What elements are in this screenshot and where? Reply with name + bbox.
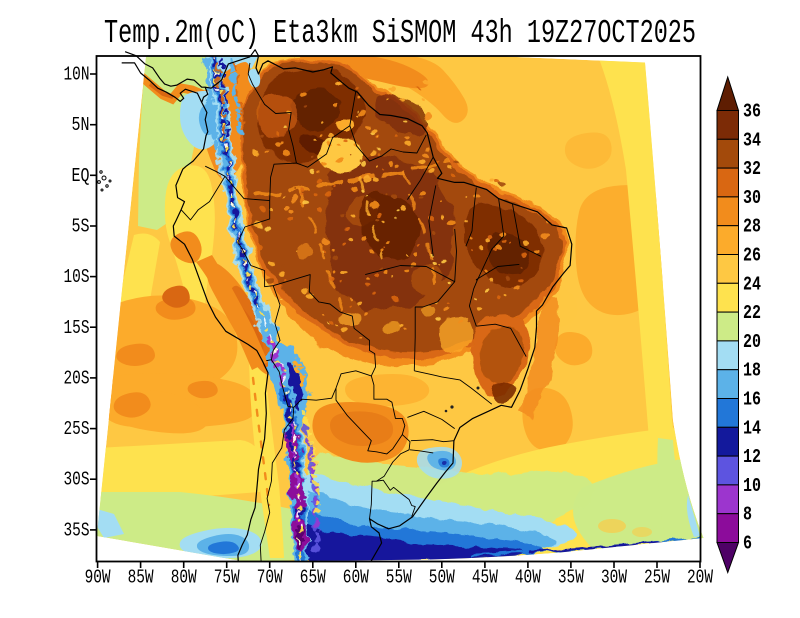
svg-text:90W: 90W [85,567,111,589]
svg-text:5N: 5N [72,114,90,136]
svg-text:35S: 35S [64,519,90,541]
svg-text:26: 26 [743,245,761,267]
svg-text:40W: 40W [515,567,541,589]
svg-text:10N: 10N [64,64,90,86]
svg-text:25W: 25W [644,567,670,589]
svg-text:6: 6 [743,533,752,555]
svg-text:12: 12 [743,446,761,468]
svg-text:EQ: EQ [72,165,90,187]
svg-text:24: 24 [743,273,761,295]
svg-text:25S: 25S [64,418,90,440]
svg-text:36: 36 [743,101,761,123]
svg-text:Temp.2m(oC) Eta3km SiSMOM 43h: Temp.2m(oC) Eta3km SiSMOM 43h 19Z27OCT20… [104,15,696,52]
svg-text:34: 34 [743,129,761,151]
svg-text:15S: 15S [64,317,90,339]
svg-text:30: 30 [743,187,761,209]
svg-text:65W: 65W [300,567,326,589]
svg-text:85W: 85W [128,567,154,589]
svg-text:14: 14 [743,417,761,439]
svg-text:5S: 5S [72,216,90,238]
svg-text:32: 32 [743,158,761,180]
svg-text:20W: 20W [687,567,713,589]
svg-text:20: 20 [743,331,761,353]
svg-text:10S: 10S [64,266,90,288]
svg-text:70W: 70W [257,567,283,589]
svg-text:50W: 50W [429,567,455,589]
svg-text:35W: 35W [558,567,584,589]
svg-text:60W: 60W [343,567,369,589]
svg-text:20S: 20S [64,367,90,389]
svg-text:30W: 30W [601,567,627,589]
svg-text:18: 18 [743,360,761,382]
svg-text:30S: 30S [64,469,90,491]
svg-text:55W: 55W [386,567,412,589]
svg-text:16: 16 [743,389,761,411]
svg-text:10: 10 [743,475,761,497]
svg-text:80W: 80W [171,567,197,589]
svg-text:22: 22 [743,302,761,324]
svg-text:75W: 75W [214,567,240,589]
svg-text:28: 28 [743,216,761,238]
svg-text:45W: 45W [472,567,498,589]
svg-text:8: 8 [743,504,752,526]
